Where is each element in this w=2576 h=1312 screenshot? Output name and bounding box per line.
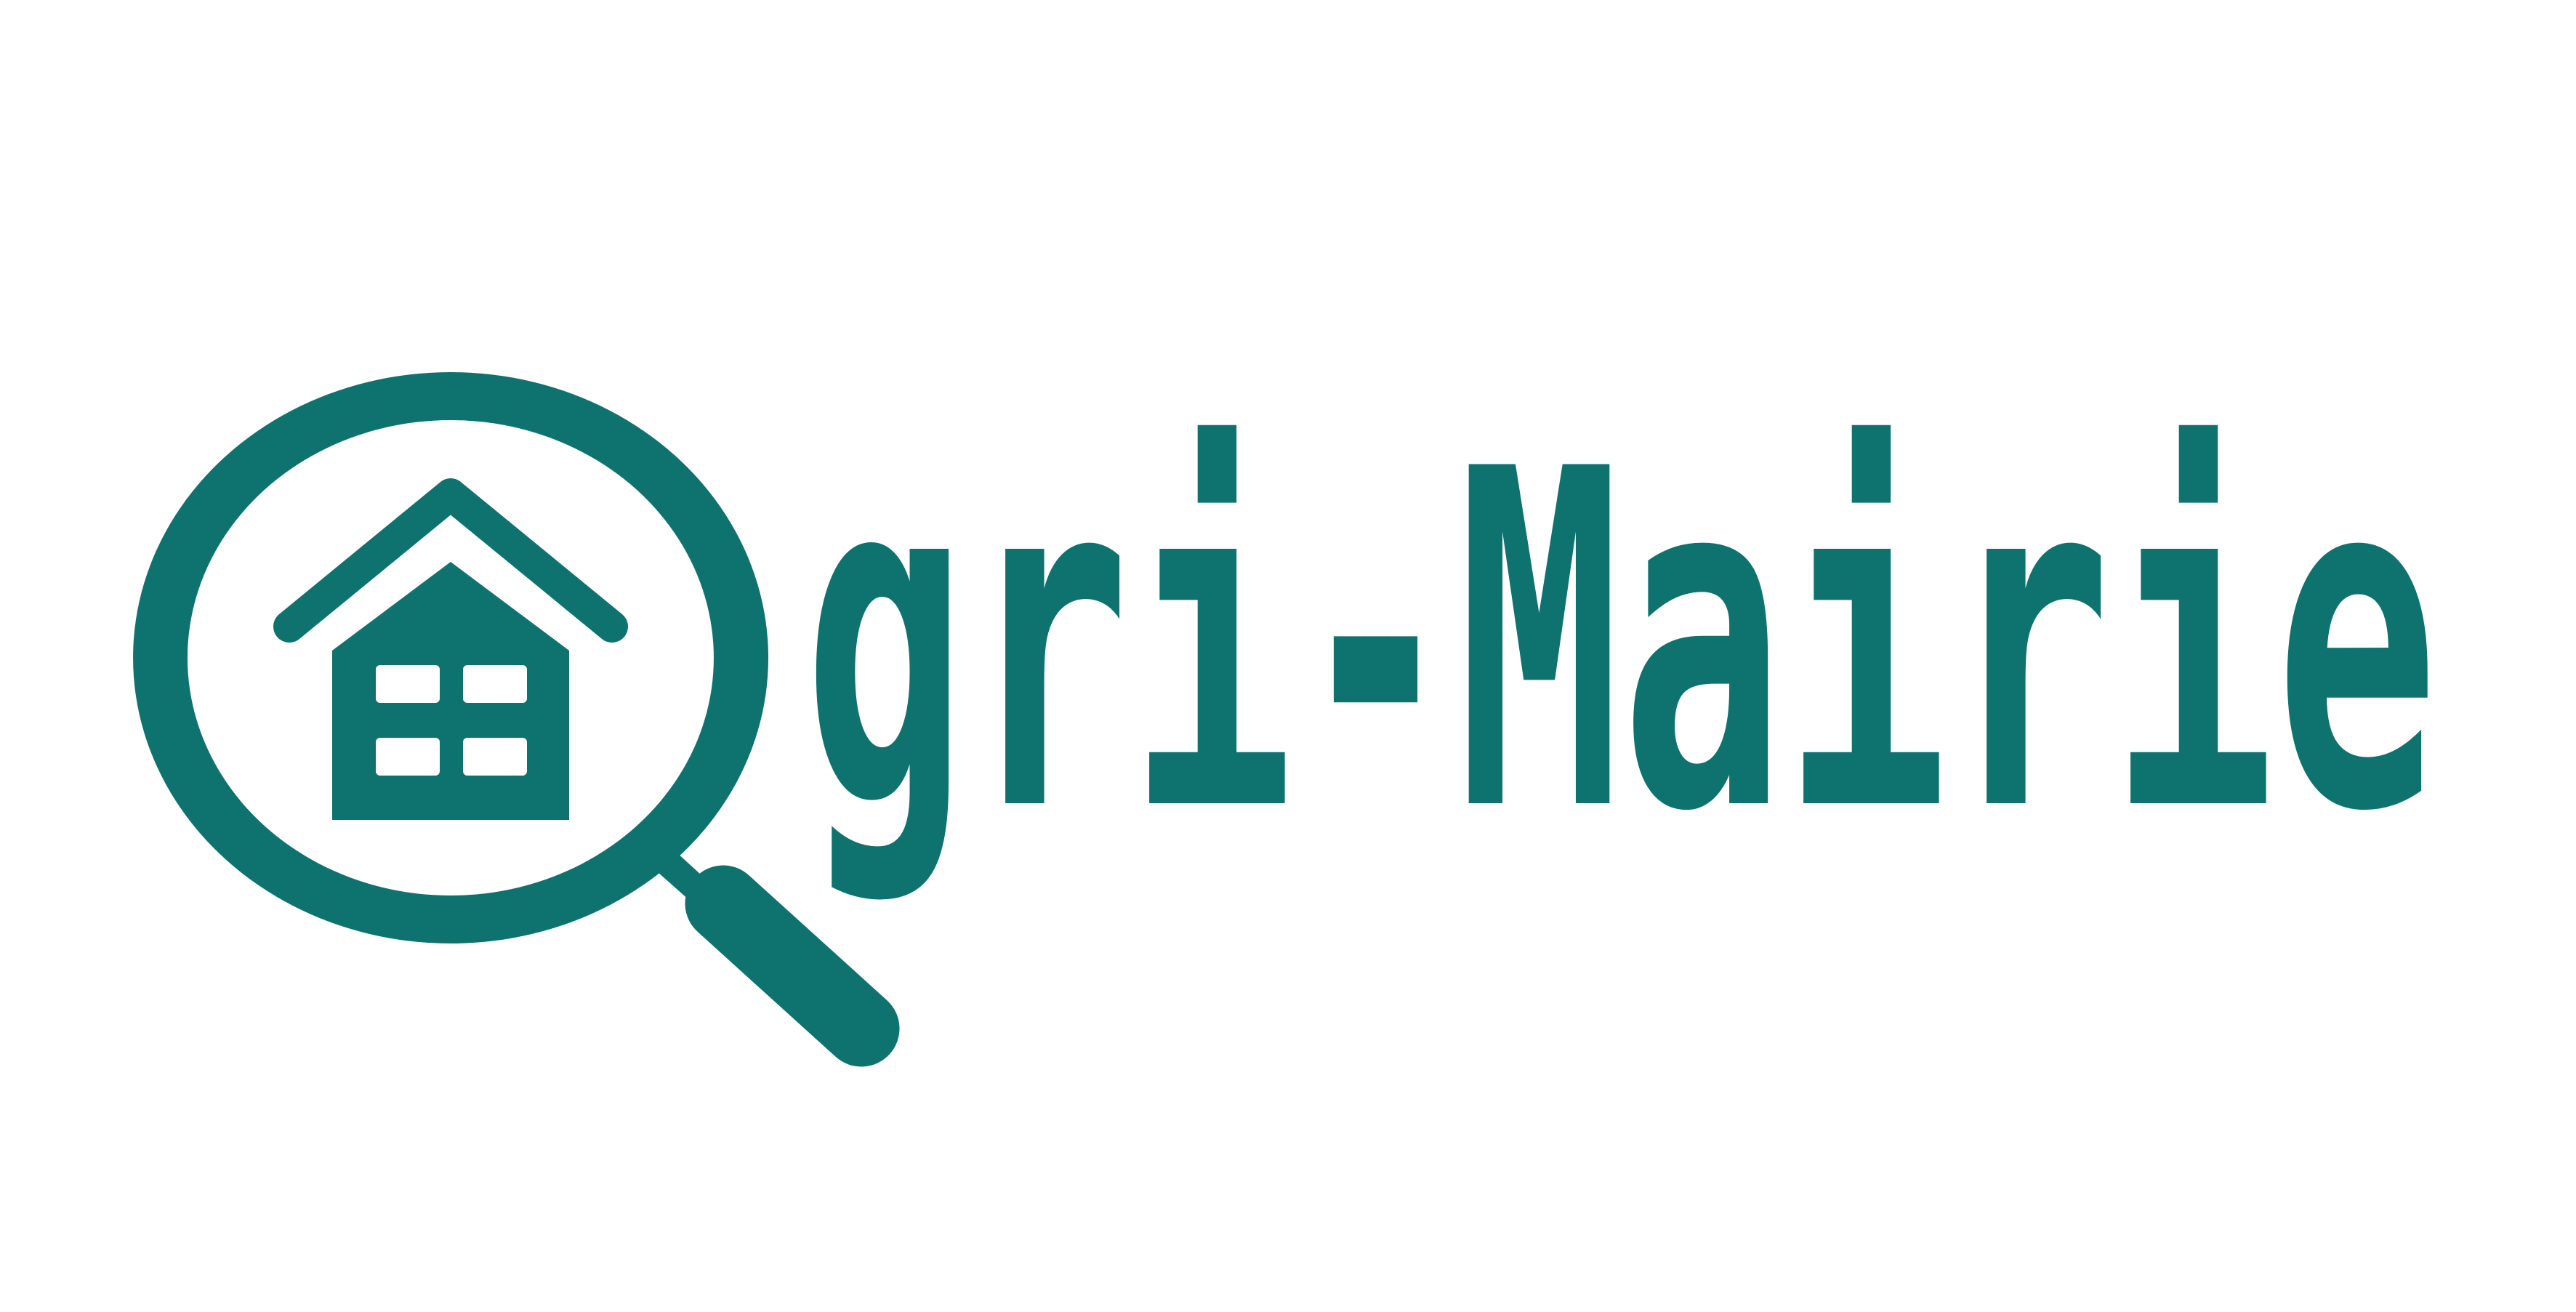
house-body-icon xyxy=(332,562,569,820)
magnifier-handle xyxy=(685,865,900,1067)
house-roof-icon xyxy=(273,478,628,643)
wordmark: gri-Mairie xyxy=(803,407,2439,913)
house-windows-icon xyxy=(376,665,527,776)
wordmark-text: gri-Mairie xyxy=(803,407,2439,913)
